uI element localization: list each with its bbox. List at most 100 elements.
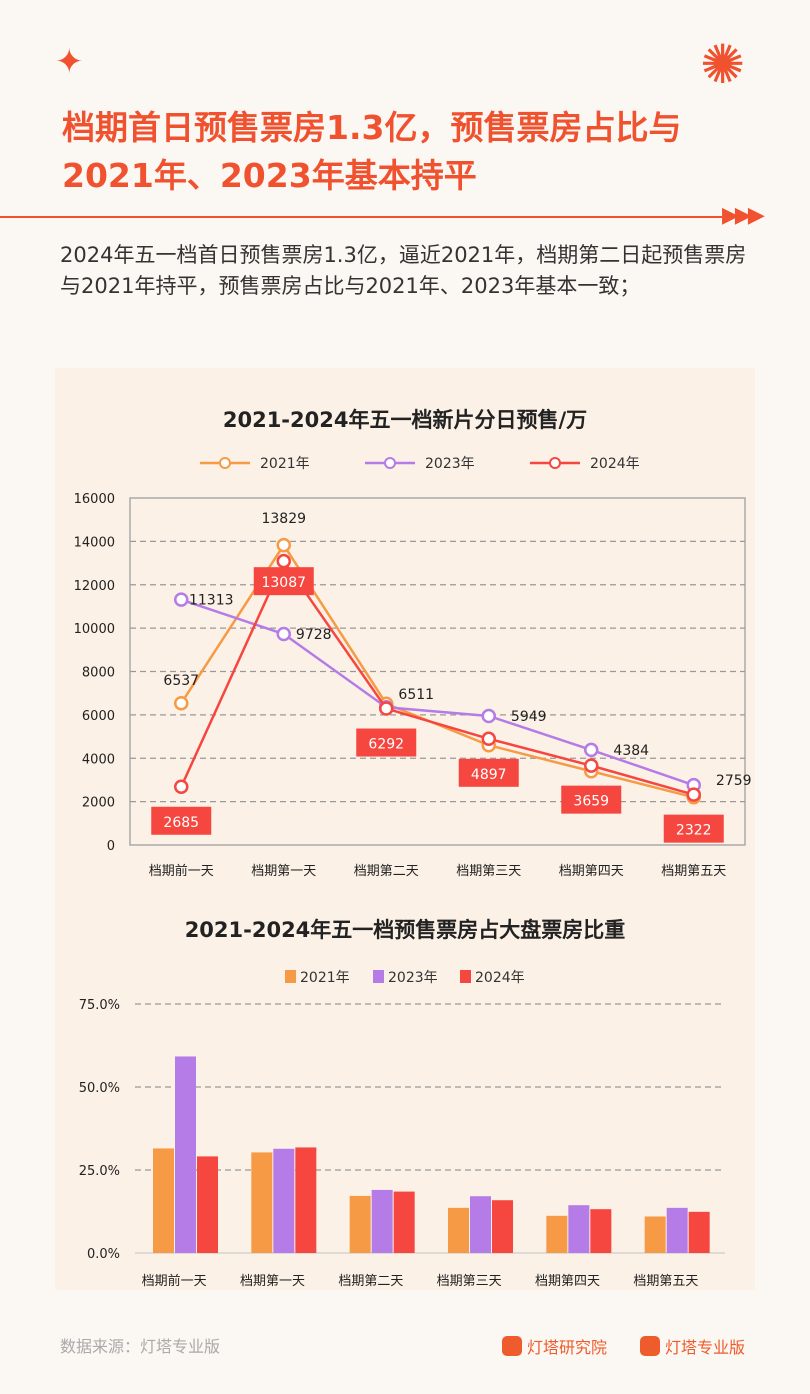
x-tick-label: 档期第四天 (535, 1274, 600, 1289)
data-label: 2685 (163, 815, 199, 831)
lighthouse-icon (502, 1336, 522, 1356)
legend-label: 2024年 (475, 970, 525, 986)
data-point (379, 701, 394, 716)
data-label: 6537 (163, 673, 199, 689)
data-label-box (561, 785, 622, 814)
bar (251, 1152, 273, 1253)
data-label: 3659 (573, 794, 609, 810)
data-point (584, 742, 599, 758)
y-tick-label: 75.0% (79, 998, 120, 1013)
bar (568, 1205, 590, 1253)
bar (644, 1216, 666, 1253)
legend-swatch (373, 970, 384, 983)
legend-swatch (460, 970, 471, 983)
data-label: 5949 (511, 709, 547, 725)
data-point (174, 695, 189, 711)
data-label: 13829 (261, 511, 306, 527)
x-tick-label: 档期第三天 (437, 1274, 502, 1289)
x-tick-label: 档期前一天 (149, 863, 214, 879)
data-label-box (151, 806, 212, 835)
bar (546, 1215, 568, 1253)
lighthouse-icon (640, 1336, 660, 1356)
legend-marker (549, 457, 561, 469)
y-tick-label: 25.0% (79, 1164, 120, 1179)
x-tick-label: 档期第一天 (251, 864, 316, 879)
data-point (174, 592, 189, 607)
y-tick-label: 50.0% (79, 1081, 120, 1096)
x-tick-label: 档期第二天 (354, 864, 419, 879)
logo-pro: 灯塔专业版 (640, 1334, 745, 1358)
data-source: 数据来源：灯塔专业版 (60, 1337, 221, 1356)
data-point (276, 537, 291, 553)
data-point (276, 553, 291, 569)
bar (688, 1211, 710, 1253)
bar (349, 1195, 371, 1253)
x-tick-label: 档期第五天 (661, 864, 726, 879)
y-tick-label: 8000 (82, 666, 115, 681)
legend-label: 2023年 (388, 970, 438, 986)
data-label: 2759 (716, 773, 752, 789)
x-tick-label: 档期第一天 (240, 1274, 305, 1289)
x-tick-label: 档期第三天 (456, 864, 521, 879)
bar (273, 1148, 295, 1253)
line-chart-title: 2021-2024年五一档新片分日预售/万 (222, 408, 588, 432)
data-label-box (253, 567, 314, 596)
divider (0, 216, 722, 218)
bar (448, 1207, 469, 1253)
bar (393, 1191, 415, 1253)
sparkle-icon: ✦ (55, 42, 84, 82)
y-tick-label: 0.0% (87, 1247, 120, 1262)
legend-label: 2021年 (300, 970, 350, 986)
legend-marker (384, 457, 396, 469)
legend-label: 2021年 (260, 456, 310, 472)
data-label: 4897 (471, 767, 507, 783)
bar (295, 1147, 317, 1253)
legend-label: 2023年 (425, 456, 475, 472)
data-label: 13087 (261, 575, 306, 591)
x-tick-label: 档期第五天 (633, 1274, 698, 1289)
y-tick-label: 14000 (74, 535, 115, 550)
bar (470, 1196, 491, 1253)
series-line (180, 598, 695, 787)
y-tick-label: 6000 (82, 709, 115, 724)
x-tick-label: 档期前一天 (142, 1273, 207, 1289)
bar (492, 1200, 513, 1253)
series-line (180, 558, 695, 796)
logo-text: 灯塔专业版 (665, 1338, 746, 1357)
data-point (584, 758, 599, 773)
data-label: 4384 (613, 743, 649, 759)
x-tick-label: 档期第四天 (559, 864, 624, 879)
y-tick-label: 2000 (82, 796, 115, 811)
legend-marker (219, 457, 231, 469)
legend-swatch (285, 970, 296, 983)
bar-chart-title: 2021-2024年五一档预售票房占大盘票房比重 (184, 918, 626, 942)
data-label: 2322 (676, 823, 712, 839)
bar (666, 1207, 688, 1253)
data-label: 9728 (296, 627, 332, 643)
data-label-box (356, 728, 417, 757)
subtitle: 2024年五一档首日预售票房1.3亿，逼近2021年，档期第二日起预售票房与20… (60, 243, 747, 298)
data-label: 6511 (398, 687, 434, 703)
data-label: 11313 (189, 593, 234, 609)
data-point (481, 708, 496, 724)
y-tick-label: 0 (107, 839, 115, 854)
data-point (481, 731, 496, 747)
data-point (686, 787, 701, 802)
bar (371, 1189, 393, 1253)
y-tick-label: 16000 (74, 492, 115, 507)
y-tick-label: 12000 (74, 579, 115, 594)
legend-label: 2024年 (590, 456, 640, 472)
firework-icon: ✺ (700, 33, 746, 96)
data-label: 6292 (368, 737, 404, 753)
arrows-icon: ▶▶▶ (722, 203, 765, 228)
data-point (276, 626, 291, 642)
bar (197, 1156, 218, 1253)
page-title: 档期首日预售票房1.3亿，预售票房占比与2021年、2023年基本持平 (62, 108, 682, 195)
y-tick-label: 4000 (82, 752, 115, 767)
bar (590, 1209, 612, 1253)
bar (153, 1148, 174, 1253)
data-label-box (663, 814, 724, 843)
data-point (174, 779, 189, 795)
x-tick-label: 档期第二天 (338, 1274, 403, 1289)
